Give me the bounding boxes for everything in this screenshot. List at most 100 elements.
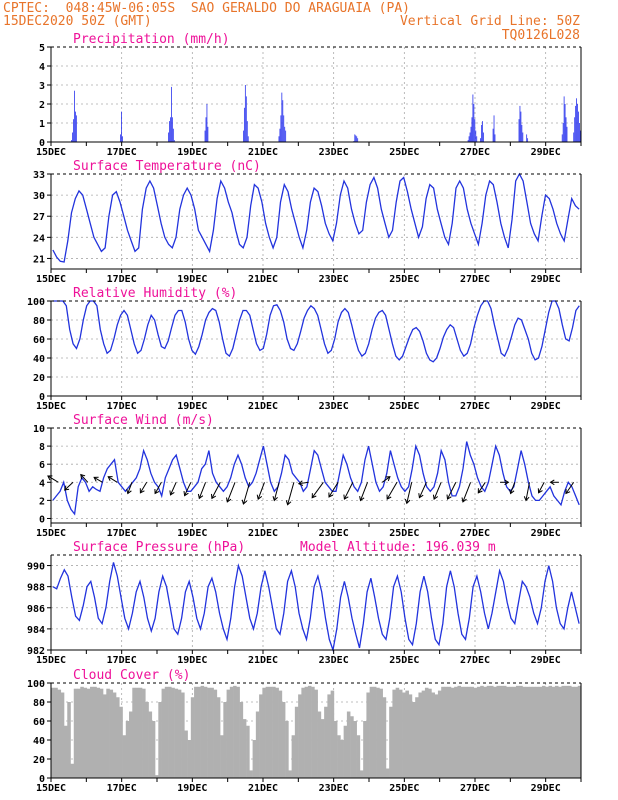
cloud-bar — [255, 711, 260, 778]
precip-bar — [354, 134, 356, 142]
y-tick-label: 60 — [33, 717, 45, 728]
cloud-bar — [411, 702, 416, 778]
y-tick-label: 982 — [27, 646, 45, 657]
y-tick-label: 80 — [33, 316, 45, 327]
wind-vector — [446, 482, 457, 500]
y-tick-label: 1 — [39, 119, 45, 130]
panel-title: Precipitation (mm/h) — [73, 32, 230, 47]
precip-bar — [281, 92, 283, 142]
wind-vector — [311, 481, 324, 499]
cloud-bar — [259, 694, 263, 778]
cloud-bar — [421, 690, 426, 778]
cloud-bar — [200, 685, 205, 778]
cloud-bar — [116, 697, 120, 778]
cloud-bar — [54, 687, 58, 778]
cloud-bar — [554, 685, 559, 778]
cloud-bar — [428, 688, 432, 778]
precip-bar — [468, 136, 470, 142]
panel-pressure: 982 984 986 988 990 15DEC 17DEC 19DEC 21DEC 23DEC… — [27, 540, 582, 666]
precip-bar — [173, 140, 175, 142]
cloud-bar — [486, 685, 491, 778]
y-tick-label: 20 — [33, 755, 45, 766]
cloud-bar — [541, 685, 546, 778]
cloud-bar — [51, 687, 55, 778]
cloud-bar — [239, 702, 244, 778]
x-tick-label: 19DEC — [177, 274, 207, 285]
y-tick-label: 33 — [33, 170, 45, 181]
cloud-bar — [138, 687, 143, 778]
cloud-bar — [242, 719, 247, 778]
cloud-bar — [103, 694, 107, 778]
cloud-bar — [356, 735, 361, 778]
wind-vector — [241, 482, 251, 505]
cloud-bar — [203, 686, 208, 778]
x-tick-label: 17DEC — [107, 401, 137, 412]
wind-series-line — [52, 441, 580, 516]
precip-bar — [356, 136, 358, 142]
cloud-bar — [161, 688, 166, 778]
precip-bar — [470, 126, 472, 142]
wind-vector — [93, 476, 103, 483]
cloud-bar — [262, 687, 266, 778]
cloud-bar — [447, 686, 452, 778]
panel-rh: 0 20 40 60 80 100 15DEC 17DEC 19DEC 21DEC 23DEC 25D… — [27, 286, 582, 412]
cloud-bar — [132, 687, 136, 778]
cloud-bar — [249, 770, 253, 778]
cloud-bar — [320, 719, 325, 778]
wind-vector — [47, 475, 59, 483]
cloud-bar — [106, 688, 110, 778]
cloud-bar — [476, 686, 481, 778]
precip-bar — [566, 126, 568, 142]
x-tick-label: 17DEC — [107, 528, 137, 539]
cloud-bar — [177, 689, 182, 778]
precip-bar — [580, 130, 581, 142]
precip-bar — [285, 130, 287, 142]
cloud-bar — [392, 689, 396, 778]
cloud-bar — [77, 688, 81, 778]
x-tick-label: 21DEC — [248, 783, 278, 794]
y-tick-label: 40 — [33, 736, 45, 747]
precip-bar — [245, 96, 247, 142]
cloud-bar — [197, 686, 201, 778]
cloud-bar — [574, 686, 579, 778]
cloud-bar — [226, 689, 231, 778]
x-tick-label: 29DEC — [531, 783, 561, 794]
cloud-bar — [418, 692, 422, 778]
cloud-bar — [512, 686, 517, 778]
precip-bar — [169, 121, 170, 142]
cloud-bar — [119, 706, 123, 778]
y-tick-label: 0 — [39, 514, 45, 525]
cloud-bar — [379, 688, 383, 778]
cloud-bar — [96, 687, 101, 778]
precip-bar — [520, 111, 522, 142]
cloud-bar — [223, 702, 227, 778]
cloud-bar — [190, 697, 195, 778]
cloud-bar — [489, 685, 494, 778]
precip-bar — [577, 104, 578, 142]
cloud-bar — [317, 711, 322, 778]
cloud-bar — [415, 697, 419, 778]
cloud-bar — [405, 690, 409, 778]
cloud-bar — [324, 706, 328, 778]
cloud-bar — [558, 686, 562, 778]
cloud-bar — [135, 687, 140, 778]
cloud-bar — [424, 687, 429, 778]
panel-precip: 0 1 2 3 4 5 15DEC 17DEC 19DEC 21DEC 23DEC 25DEC 27DE… — [36, 32, 582, 158]
precip-bar — [492, 128, 494, 142]
wind-vector — [328, 482, 339, 498]
x-tick-label: 23DEC — [319, 783, 349, 794]
cloud-bar — [499, 685, 504, 778]
precip-bar — [563, 96, 565, 142]
x-tick-label: 27DEC — [460, 655, 490, 666]
wind-vector — [154, 482, 162, 495]
precip-bar — [575, 105, 577, 142]
cloud-bar — [535, 686, 540, 778]
x-tick-label: 19DEC — [177, 783, 207, 794]
x-tick-label: 15DEC — [36, 274, 66, 285]
x-tick-label: 25DEC — [389, 655, 419, 666]
wind-vector — [404, 482, 413, 505]
cloud-bar — [57, 689, 62, 778]
precip-bar — [561, 134, 563, 142]
cloud-bar — [434, 694, 439, 778]
precip-bar — [522, 132, 524, 142]
